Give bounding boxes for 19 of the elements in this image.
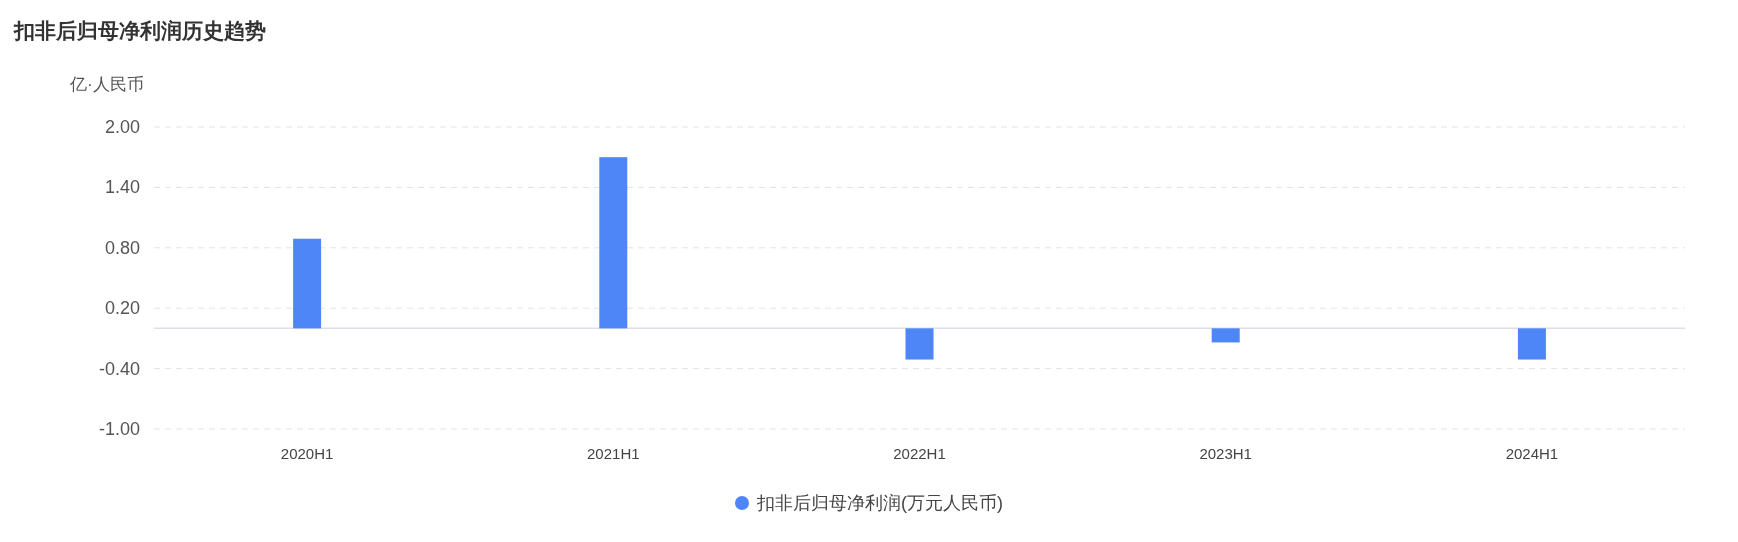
y-tick-label: 2.00	[104, 117, 140, 137]
chart-title: 扣非后归母净利润历史趋势	[13, 19, 266, 42]
x-tick-label: 2020H1	[280, 445, 334, 462]
bar	[293, 238, 322, 329]
x-tick-label: 2022H1	[893, 445, 946, 462]
x-tick-label: 2024H1	[1505, 445, 1559, 462]
x-tick-label: 2023H1	[1199, 445, 1252, 462]
bar	[1517, 328, 1546, 360]
x-tick-label: 2021H1	[587, 445, 640, 462]
y-axis-title: 亿·人民币	[69, 75, 144, 94]
y-tick-label: 0.80	[104, 237, 140, 258]
legend-label: 扣非后归母净利润(万元人民币)	[756, 493, 1003, 513]
y-tick-label: -1.00	[98, 419, 140, 439]
y-tick-label: -0.40	[98, 358, 140, 379]
bar	[599, 157, 628, 329]
bar	[1211, 328, 1240, 343]
y-tick-label: 1.40	[104, 177, 140, 198]
y-tick-label: 0.20	[104, 298, 140, 319]
bar	[905, 328, 934, 360]
